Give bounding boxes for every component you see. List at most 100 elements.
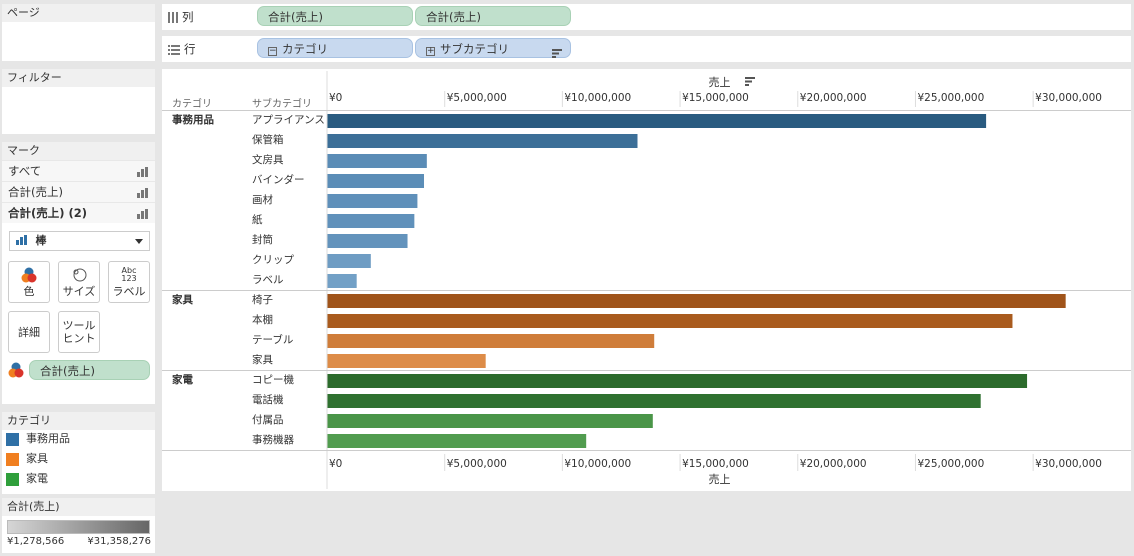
bar [327,414,653,428]
columns-shelf-label: 列 [168,9,194,26]
bar [327,174,425,188]
x-tick-label-bottom: ¥5,000,000 [447,458,507,470]
bar [327,294,1066,308]
bar [327,134,638,148]
rows-pill-subcategory-label: サブカテゴリ [440,42,509,56]
bar [327,234,408,248]
bar [327,254,371,268]
rows-pill-category-label: カテゴリ [282,42,328,56]
rows-shelf-label: 行 [168,41,196,58]
legend-label: 家具 [26,452,48,465]
columns-shelf[interactable]: 列 合計(売上) 合計(売上) [162,4,1131,30]
marks-sum-sales-row[interactable]: 合計(売上) [2,181,155,202]
bar [327,114,987,128]
color-icon [9,265,49,285]
bar [327,214,415,228]
color-card[interactable]: 色 [8,261,50,303]
size-card-label: サイズ [62,285,96,298]
marks-sum-sales-2-row[interactable]: 合計(売上) (2) [2,202,155,223]
bar [327,154,427,168]
category-label: 家電 [172,373,193,386]
x-tick-label-bottom: ¥30,000,000 [1035,458,1102,470]
size-card[interactable]: サイズ [58,261,100,303]
mark-type-value: 棒 [35,234,47,247]
expand-icon[interactable]: + [426,46,435,56]
legend-label: 事務用品 [26,432,70,445]
columns-shelf-text: 列 [182,10,194,24]
rows-shelf[interactable]: 行 − カテゴリ + サブカテゴリ [162,36,1131,62]
bar-chart-icon [137,188,149,198]
marks-all-row[interactable]: すべて [2,160,155,181]
subcategory-label: コピー機 [252,373,294,386]
subcategory-label: 事務機器 [252,433,294,446]
color-field-pill[interactable]: 合計(売上) [29,360,150,380]
rows-pill-category[interactable]: − カテゴリ [257,38,413,58]
detail-card[interactable]: 詳細 [8,311,50,353]
x-axis-title-top: 売上 [709,76,731,89]
marks-panel: マーク すべて 合計(売上) 合計(売上) (2) 棒 色 サイズ Abc 12… [2,142,155,404]
bar [327,354,486,368]
marks-title: マーク [2,142,155,160]
mark-type-select[interactable]: 棒 [9,231,150,251]
subcategory-label: 保管箱 [252,133,284,146]
subcategory-label: 封筒 [252,233,273,246]
sort-icon[interactable] [745,77,755,86]
bar [327,274,357,288]
x-tick-label-top: ¥20,000,000 [800,92,867,104]
tooltip-card-line2: ヒント [62,332,96,345]
subcategory-label: 家具 [252,353,273,366]
columns-pill-2[interactable]: 合計(売上) [415,6,571,26]
size-legend: 合計(売上) ¥1,278,566 ¥31,358,276 [2,498,155,553]
row-header-subcategory: サブカテゴリ [252,97,312,110]
x-tick-label-top: ¥15,000,000 [682,92,749,104]
chevron-down-icon [135,239,143,244]
subcategory-label: ラベル [252,274,284,286]
subcategory-label: テーブル [252,333,293,346]
subcategory-label: 付属品 [252,413,284,426]
color-card-label: 色 [23,285,35,298]
row-header-category: カテゴリ [172,97,212,110]
filters-title: フィルター [2,69,155,87]
rows-shelf-text: 行 [184,42,196,56]
category-label: 家具 [172,293,193,306]
columns-pill-1[interactable]: 合計(売上) [257,6,413,26]
bar [327,374,1028,388]
x-axis-title-bottom: 売上 [709,473,731,486]
columns-icon [168,12,178,26]
filters-panel[interactable]: フィルター [2,69,155,134]
rows-pill-subcategory[interactable]: + サブカテゴリ [415,38,571,58]
marks-all-label: すべて [8,164,42,178]
subcategory-label: 画材 [252,193,273,206]
legend-item[interactable]: 家具 [2,450,155,470]
size-legend-min: ¥1,278,566 [7,536,65,547]
subcategory-label: 文房具 [252,153,284,166]
pages-panel[interactable]: ページ [2,4,155,61]
x-tick-label-bottom: ¥0 [329,458,342,470]
collapse-icon[interactable]: − [268,46,277,56]
subcategory-label: 本棚 [252,313,273,326]
legend-swatch [6,473,19,486]
size-legend-max: ¥31,358,276 [87,536,151,547]
label-icon-text-bottom: 123 [121,274,137,283]
marks-sum-sales-label: 合計(売上) [8,185,63,199]
subcategory-label: クリップ [252,254,294,266]
label-icon: Abc 123 [109,265,149,285]
size-icon [59,265,99,285]
tooltip-card[interactable]: ツール ヒント [58,311,100,353]
label-card-label: ラベル [112,285,146,298]
legend-item[interactable]: 家電 [2,470,155,490]
rows-icon [168,44,180,58]
color-icon [8,362,24,381]
x-tick-label-bottom: ¥15,000,000 [682,458,749,470]
x-tick-label-bottom: ¥25,000,000 [917,458,984,470]
legend-label: 家電 [26,472,48,485]
x-tick-label-bottom: ¥20,000,000 [800,458,867,470]
chart-area: 売上 カテゴリ サブカテゴリ ¥0 ¥0 ¥5,000,000 ¥5,000,000 ¥10,… [162,69,1131,491]
x-tick-label-top: ¥0 [329,92,342,104]
bar [327,194,418,208]
legend-item[interactable]: 事務用品 [2,430,155,450]
label-card[interactable]: Abc 123 ラベル [108,261,150,303]
sort-descending-icon[interactable] [552,44,562,64]
subcategory-label: 紙 [252,213,263,226]
x-tick-label-top: ¥30,000,000 [1035,92,1102,104]
